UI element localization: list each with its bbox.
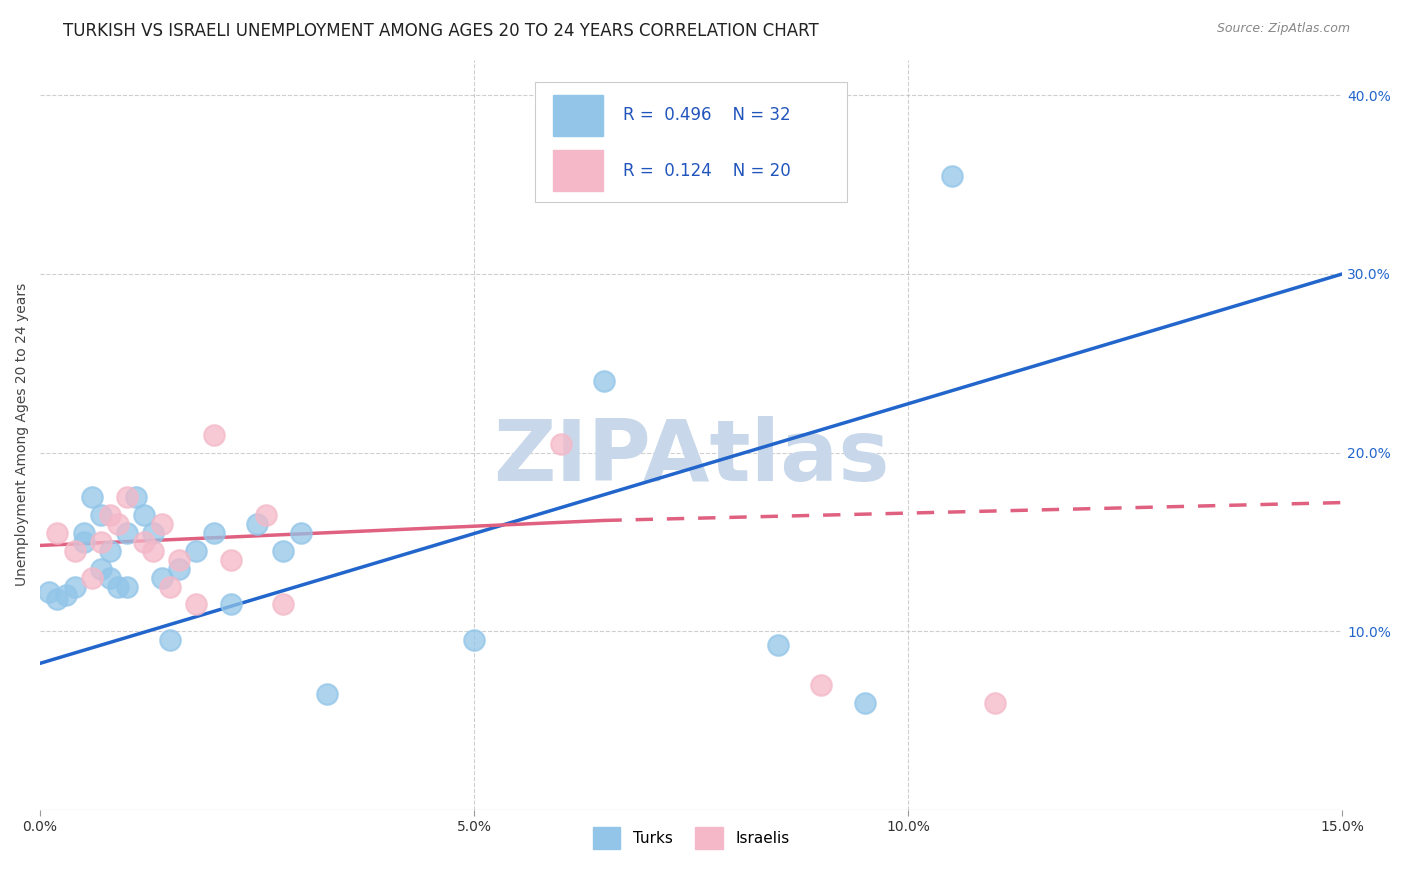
Y-axis label: Unemployment Among Ages 20 to 24 years: Unemployment Among Ages 20 to 24 years [15,283,30,586]
Point [46,592,69,607]
Point [63,543,86,558]
Point [167,562,190,576]
Point [853,696,876,710]
Point [90,508,112,522]
Legend: Turks, Israelis: Turks, Israelis [586,821,796,855]
Bar [553,150,603,191]
Point [463,633,485,648]
Point [115,525,138,540]
Point [134,508,156,522]
Point [186,543,208,558]
Point [107,516,129,531]
Point [55,589,77,603]
Point [63,580,86,594]
Point [219,553,242,567]
Point [202,525,225,540]
Point [167,553,190,567]
Point [254,508,277,522]
Point [150,516,173,531]
Point [46,525,69,540]
Point [82,571,104,585]
Point [246,516,269,531]
Point [107,580,129,594]
Point [150,571,173,585]
Point [82,490,104,504]
Point [202,427,225,442]
Point [159,633,181,648]
Point [766,639,789,653]
Point [984,696,1007,710]
FancyBboxPatch shape [534,82,848,202]
Point [593,374,616,388]
Point [271,543,294,558]
Point [219,598,242,612]
Point [271,598,294,612]
Point [142,543,165,558]
Point [98,571,121,585]
Point [98,543,121,558]
Point [38,585,60,599]
Point [115,580,138,594]
Point [315,687,337,701]
Point [159,580,181,594]
Point [90,562,112,576]
Point [72,525,94,540]
Point [134,534,156,549]
Point [290,525,312,540]
Point [124,490,146,504]
Point [98,508,121,522]
Point [115,490,138,504]
Point [142,525,165,540]
Point [90,534,112,549]
Text: TURKISH VS ISRAELI UNEMPLOYMENT AMONG AGES 20 TO 24 YEARS CORRELATION CHART: TURKISH VS ISRAELI UNEMPLOYMENT AMONG AG… [63,22,820,40]
Text: ZIPAtlas: ZIPAtlas [494,416,890,499]
Point [941,169,963,183]
Point [186,598,208,612]
Point [550,436,572,450]
Point [72,534,94,549]
Text: R =  0.496    N = 32: R = 0.496 N = 32 [623,106,792,124]
Bar [553,95,603,136]
Text: R =  0.124    N = 20: R = 0.124 N = 20 [623,161,792,179]
Text: Source: ZipAtlas.com: Source: ZipAtlas.com [1216,22,1350,36]
Point [810,678,832,692]
